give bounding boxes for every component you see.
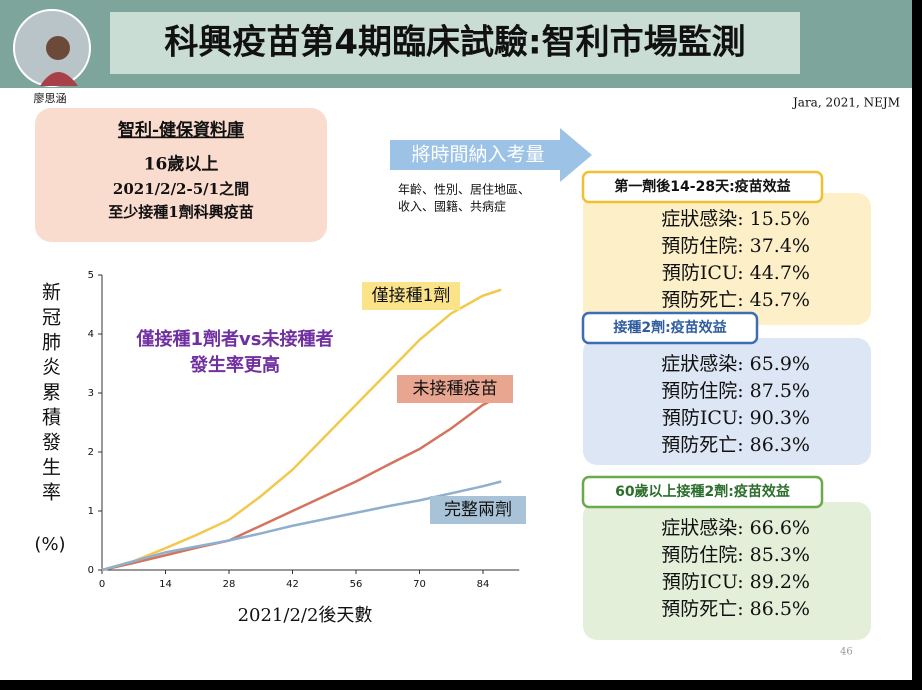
y-tick-label: 4: [88, 329, 94, 340]
citation: Jara, 2021, NEJM: [791, 96, 900, 110]
panel-row: 預防死亡: 45.7%: [661, 289, 810, 311]
panel-row: 症狀感染: 65.9%: [661, 353, 810, 375]
y-tick-label: 3: [88, 388, 94, 399]
panel-title-box: [581, 170, 824, 204]
series-label-box: [362, 282, 460, 310]
x-tick-label: 70: [413, 579, 426, 590]
panel-row: 預防ICU: 90.3%: [662, 407, 810, 429]
x-tick-label: 56: [350, 579, 363, 590]
annotation: 發生率更高: [189, 354, 280, 376]
arrow: [390, 128, 592, 182]
series-line: [101, 394, 502, 572]
panel-row: 預防住院: 85.3%: [661, 544, 810, 566]
panel-title: 60歲以上接種2劑:疫苗效益: [615, 483, 790, 500]
y-tick-label: 1: [88, 506, 94, 517]
study-line: 2021/2/2-5/1之間: [113, 180, 249, 198]
series-label: 未接種疫苗: [413, 379, 498, 399]
panel-row: 預防住院: 87.5%: [661, 380, 810, 402]
title-band: [110, 12, 800, 74]
avatar-body: [40, 72, 78, 86]
series-line: [101, 288, 502, 572]
panel-title-box: [581, 311, 759, 345]
y-tick-label: 0: [88, 565, 94, 576]
presenter: 廖思涵: [34, 91, 67, 105]
x-tick-label: 42: [286, 579, 299, 590]
panel-title-box: [581, 475, 824, 509]
y-label: 新冠肺炎累積發生率: [39, 282, 61, 507]
panel-row: 症狀感染: 66.6%: [661, 517, 810, 539]
series-label: 完整兩劑: [444, 500, 512, 520]
slide-title: 科興疫苗第4期臨床試驗:智利市場監測: [164, 23, 745, 63]
y-tick-label: 5: [88, 270, 94, 281]
annotation: 僅接種1劑者vs未接種者: [136, 328, 334, 350]
x-tick-label: 84: [477, 579, 490, 590]
study-line: 智利-健保資料庫: [118, 120, 244, 141]
panel-row: 預防ICU: 89.2%: [662, 571, 810, 593]
series-line: [101, 480, 502, 572]
panel: [583, 193, 871, 325]
panel-row: 預防住院: 37.4%: [661, 235, 810, 257]
x-tick-label: 0: [99, 579, 105, 590]
series-label-box: [430, 496, 526, 524]
arrow-label: 將時間納入考量: [411, 144, 544, 166]
avatar-head: [46, 36, 70, 60]
panel-row: 預防死亡: 86.3%: [661, 434, 810, 456]
series-label: 僅接種1劑: [372, 286, 451, 306]
panel-row: 症狀感染: 15.5%: [661, 208, 810, 230]
arrow-note: 年齡、性別、居住地區、: [398, 183, 530, 197]
study-line: 16歲以上: [144, 154, 219, 175]
series-label-box: [397, 375, 513, 403]
panel-row: 預防ICU: 44.7%: [662, 262, 810, 284]
panel-title: 第一劑後14-28天:疫苗效益: [614, 178, 790, 195]
panel: [583, 502, 871, 640]
y-tick-label: 2: [88, 447, 94, 458]
y-label: (%): [34, 534, 65, 555]
x-tick-label: 14: [159, 579, 172, 590]
arrow-note: 收入、國籍、共病症: [398, 199, 506, 214]
panel-title: 接種2劑:疫苗效益: [613, 319, 726, 336]
x-label: 2021/2/2後天數: [238, 605, 373, 626]
study-line: 至少接種1劑科興疫苗: [108, 203, 253, 221]
page-number: 46: [840, 647, 853, 658]
x-tick-label: 28: [223, 579, 236, 590]
panel: [583, 338, 871, 465]
study-box: [35, 108, 327, 242]
panel-row: 預防死亡: 86.5%: [661, 598, 810, 620]
